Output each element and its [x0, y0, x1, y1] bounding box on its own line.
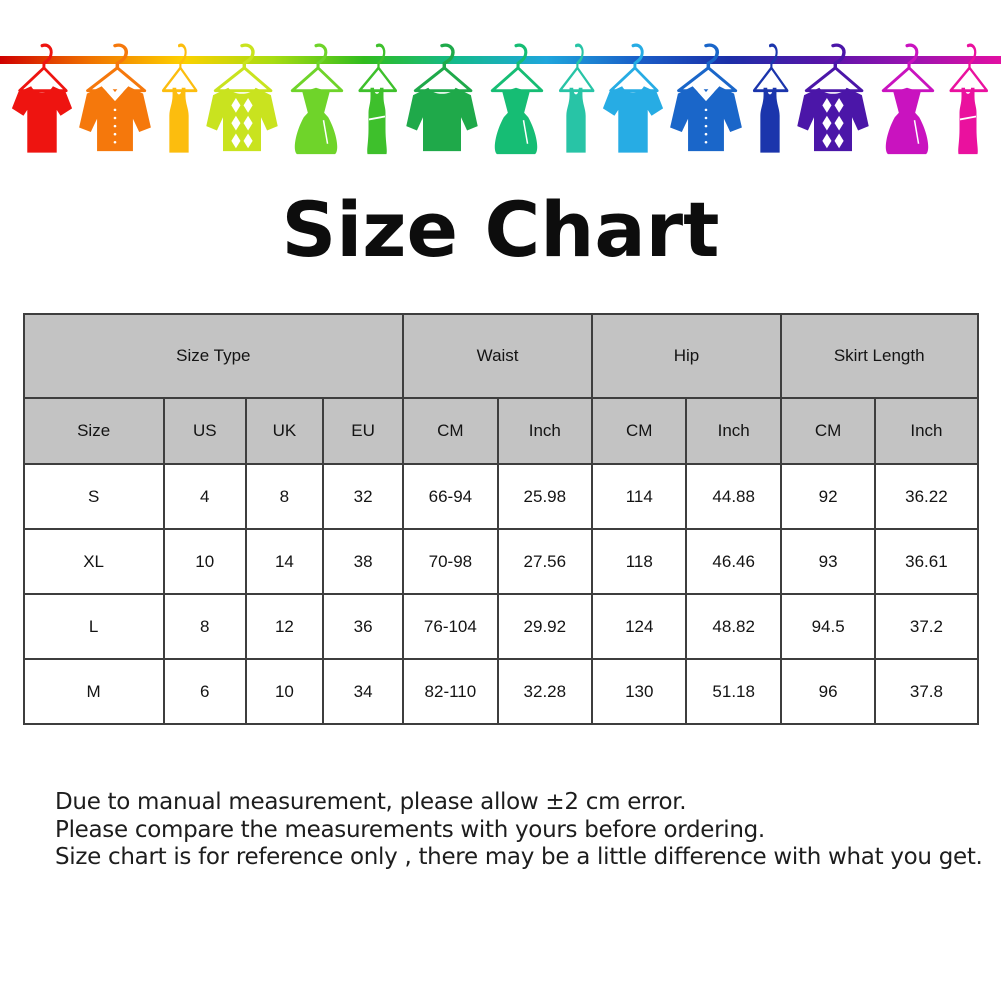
- table-cell: 70-98: [402, 528, 499, 596]
- table-cell: 29.92: [496, 593, 594, 661]
- table-cell: 25.98: [496, 463, 594, 531]
- table-cell: 93: [779, 528, 877, 596]
- navy-tank-top-icon: [747, 42, 793, 160]
- table-cell: 36.22: [874, 463, 979, 531]
- column-header-8-cm: CM: [779, 397, 877, 466]
- orange-shirt-icon: [76, 42, 154, 160]
- table-cell: 37.8: [874, 658, 979, 726]
- column-header-3-eu: EU: [322, 397, 405, 466]
- magenta-dress-icon: [873, 42, 941, 160]
- table-cell: 76-104: [402, 593, 499, 661]
- group-header-hip: Hip: [591, 313, 782, 400]
- table-cell: 114: [591, 463, 688, 531]
- table-cell: 44.88: [685, 463, 782, 531]
- column-header-6-cm: CM: [591, 397, 688, 466]
- table-row-size-m: M 6 10 34 82-110 32.28 130 51.18 96 37.8: [22, 658, 979, 726]
- table-cell: 48.82: [685, 593, 782, 661]
- table-cell: 51.18: [685, 658, 782, 726]
- table-cell: L: [22, 593, 165, 661]
- red-tshirt-icon: [10, 42, 74, 160]
- table-cell: M: [22, 658, 165, 726]
- table-cell: 10: [162, 528, 247, 596]
- table-cell: 96: [779, 658, 877, 726]
- note-line-1: Due to manual measurement, please allow …: [55, 789, 687, 816]
- table-cell: 118: [591, 528, 688, 596]
- table-cell: 36: [322, 593, 405, 661]
- table-cell: 8: [162, 593, 247, 661]
- table-row-size-s: S 4 8 32 66-94 25.98 114 44.88 92 36.22: [22, 463, 979, 531]
- column-header-2-uk: UK: [244, 397, 325, 466]
- table-cell: 14: [244, 528, 325, 596]
- amber-tank-top-icon: [156, 42, 202, 160]
- teal-tank-top-icon: [553, 42, 599, 160]
- page-title: Size Chart: [281, 185, 720, 274]
- size-chart-table: Size Type Waist Hip Skirt Length Size US UK EU…: [22, 313, 979, 726]
- group-header-row: Size Type Waist Hip Skirt Length: [22, 313, 979, 400]
- table-cell: 6: [162, 658, 247, 726]
- green-tank-dress-icon: [352, 42, 402, 160]
- table-cell: 38: [322, 528, 405, 596]
- clothesline-banner: [0, 0, 1001, 162]
- rainbow-rail: [0, 56, 1001, 64]
- table-cell: 46.46: [685, 528, 782, 596]
- green-dress-icon: [282, 42, 350, 160]
- table-cell: 124: [591, 593, 688, 661]
- table-cell: 32: [322, 463, 405, 531]
- column-header-0-size: Size: [22, 397, 165, 466]
- hanging-clothes-row: [10, 42, 993, 160]
- column-header-5-inch: Inch: [496, 397, 594, 466]
- table-cell: S: [22, 463, 165, 531]
- column-header-1-us: US: [162, 397, 247, 466]
- table-row-size-xl: XL 10 14 38 70-98 27.56 118 46.46 93 36.61: [22, 528, 979, 596]
- cyan-tshirt-icon: [601, 42, 665, 160]
- pink-tank-dress-icon: [943, 42, 993, 160]
- yellow-green-argyle-sweater-icon: [204, 42, 280, 160]
- table-cell: 12: [244, 593, 325, 661]
- green-longsleeve-top-icon: [404, 42, 480, 160]
- group-header-skirt-length: Skirt Length: [779, 313, 979, 400]
- column-header-4-cm: CM: [402, 397, 499, 466]
- group-header-waist: Waist: [402, 313, 594, 400]
- purple-argyle-sweater-icon: [795, 42, 871, 160]
- table-cell: 82-110: [402, 658, 499, 726]
- column-header-9-inch: Inch: [874, 397, 979, 466]
- column-header-row: Size US UK EU CM Inch CM Inch CM Inch: [22, 397, 979, 466]
- emerald-dress-icon: [482, 42, 550, 160]
- table-cell: 92: [779, 463, 877, 531]
- note-line-3: Size chart is for reference only , there…: [55, 844, 983, 871]
- blue-shirt-icon: [667, 42, 745, 160]
- table-cell: 4: [162, 463, 247, 531]
- table-cell: 10: [244, 658, 325, 726]
- table-cell: 27.56: [496, 528, 594, 596]
- group-header-size-type: Size Type: [22, 313, 405, 400]
- table-row-size-l: L 8 12 36 76-104 29.92 124 48.82 94.5 37.2: [22, 593, 979, 661]
- measurement-notes: Due to manual measurement, please allow …: [55, 789, 1001, 872]
- note-line-2: Please compare the measurements with you…: [55, 816, 765, 843]
- table-cell: 130: [591, 658, 688, 726]
- table-cell: 66-94: [402, 463, 499, 531]
- table-cell: XL: [22, 528, 165, 596]
- table-cell: 36.61: [874, 528, 979, 596]
- table-cell: 94.5: [779, 593, 877, 661]
- table-cell: 32.28: [496, 658, 594, 726]
- table-cell: 37.2: [874, 593, 979, 661]
- table-cell: 34: [322, 658, 405, 726]
- table-cell: 8: [244, 463, 325, 531]
- column-header-7-inch: Inch: [685, 397, 782, 466]
